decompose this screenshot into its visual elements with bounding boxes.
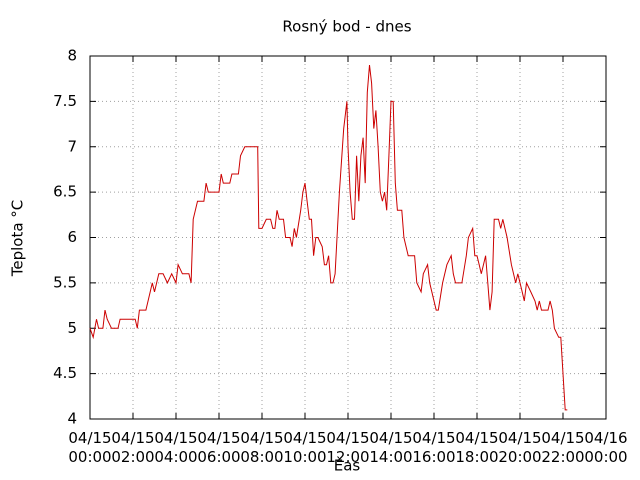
plot-frame bbox=[89, 55, 607, 420]
x-tick-label-line: 16:00 bbox=[412, 448, 455, 466]
y-tick-label: 7.5 bbox=[53, 92, 77, 110]
y-tick-label: 8 bbox=[67, 47, 77, 65]
chart-title: Rosný bod - dnes bbox=[282, 18, 411, 36]
x-tick-label-line: 02:00 bbox=[111, 448, 154, 466]
y-tick-label: 4.5 bbox=[53, 364, 77, 382]
x-tick-label-line: 04/15 bbox=[240, 429, 283, 447]
x-tick-label: 04/15 20:00 bbox=[498, 429, 541, 466]
x-tick-label: 04/16 00:00 bbox=[584, 429, 627, 466]
x-tick-label-line: 04/15 bbox=[111, 429, 154, 447]
x-tick-label-line: 04/15 bbox=[154, 429, 197, 447]
x-tick-label-line: 06:00 bbox=[197, 448, 240, 466]
x-tick-label-line: 04/15 bbox=[197, 429, 240, 447]
x-tick-label-line: 04/15 bbox=[283, 429, 326, 447]
y-tick-label: 7 bbox=[67, 137, 77, 155]
y-tick-label: 4 bbox=[67, 410, 77, 428]
x-tick-label-line: 04/15 bbox=[498, 429, 541, 447]
y-axis-label: Teplota °C bbox=[9, 200, 27, 278]
x-tick-label-line: 04/15 bbox=[412, 429, 455, 447]
x-tick-label: 04/15 06:00 bbox=[197, 429, 240, 466]
x-tick-label-line: 04/15 bbox=[455, 429, 498, 447]
x-tick-label-line: 00:00 bbox=[584, 448, 627, 466]
x-tick-label-line: 20:00 bbox=[498, 448, 541, 466]
x-tick-label-line: 04/15 bbox=[369, 429, 412, 447]
x-tick-label-line: 08:00 bbox=[240, 448, 283, 466]
x-tick-label-line: 00:00 bbox=[68, 448, 111, 466]
x-tick-label-line: 04:00 bbox=[154, 448, 197, 466]
x-tick-label: 04/15 22:00 bbox=[541, 429, 584, 466]
x-tick-label: 04/15 04:00 bbox=[154, 429, 197, 466]
data-line bbox=[89, 65, 568, 411]
x-tick-label: 04/15 00:00 bbox=[68, 429, 111, 466]
x-tick-label-line: 12:00 bbox=[326, 448, 369, 466]
x-tick-label: 04/15 16:00 bbox=[412, 429, 455, 466]
x-tick-label: 04/15 08:00 bbox=[240, 429, 283, 466]
x-tick-label-line: 04/15 bbox=[68, 429, 111, 447]
x-tick-label-line: 04/16 bbox=[584, 429, 627, 447]
x-tick-label: 04/15 02:00 bbox=[111, 429, 154, 466]
x-tick-label-line: 04/15 bbox=[326, 429, 369, 447]
x-tick-label-line: 14:00 bbox=[369, 448, 412, 466]
x-axis-label: Èas bbox=[334, 456, 361, 475]
y-tick-label: 6 bbox=[67, 228, 77, 246]
x-tick-label: 04/15 12:00 bbox=[326, 429, 369, 466]
x-tick-label: 04/15 14:00 bbox=[369, 429, 412, 466]
x-tick-label: 04/15 10:00 bbox=[283, 429, 326, 466]
y-tick-label: 5.5 bbox=[53, 273, 77, 291]
x-tick-label: 04/15 18:00 bbox=[455, 429, 498, 466]
x-tick-label-line: 18:00 bbox=[455, 448, 498, 466]
y-tick-label: 5 bbox=[67, 319, 77, 337]
x-tick-label-line: 04/15 bbox=[541, 429, 584, 447]
x-tick-label-line: 10:00 bbox=[283, 448, 326, 466]
y-tick-label: 6.5 bbox=[53, 183, 77, 201]
x-tick-label-line: 22:00 bbox=[541, 448, 584, 466]
